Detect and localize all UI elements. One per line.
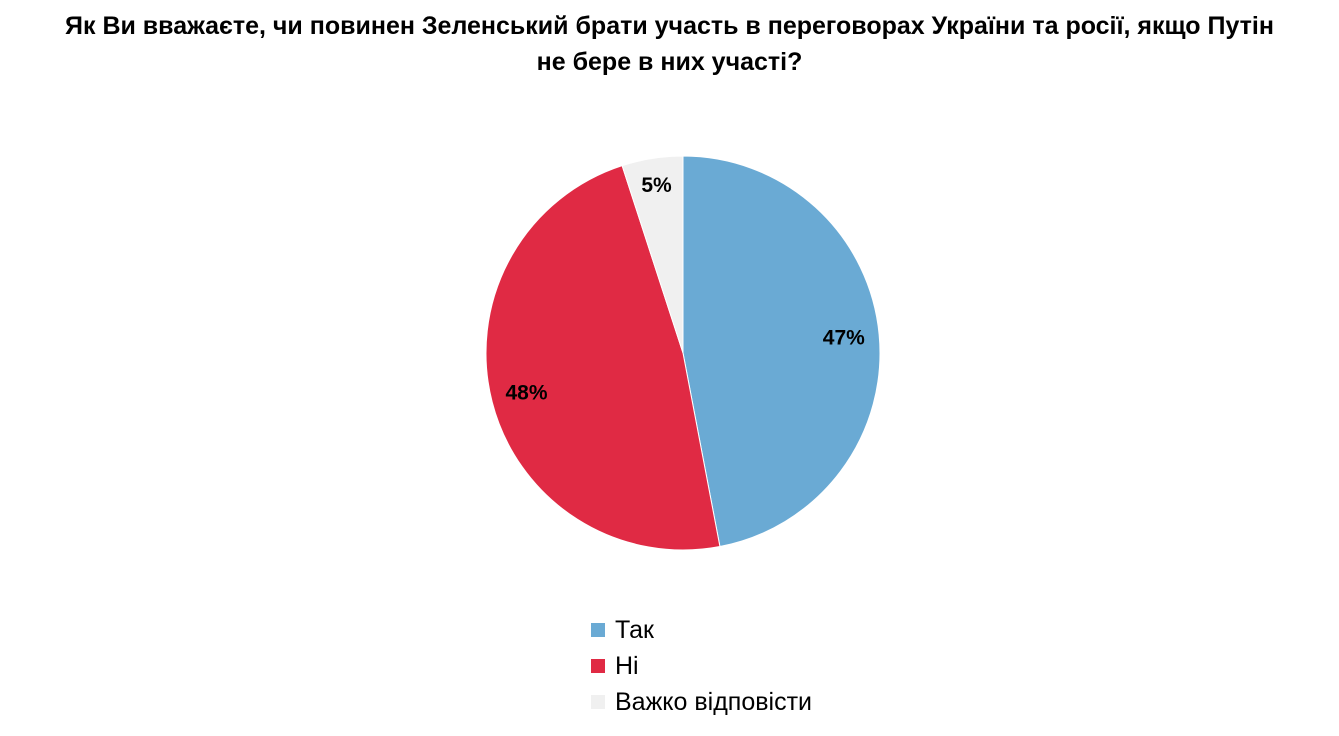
- legend-item-vazhko: Важко відповісти: [591, 684, 812, 720]
- pie-slice-vazhko: [621, 155, 684, 354]
- legend-label-ni: Ні: [615, 651, 639, 680]
- legend-swatch-ni: [591, 659, 605, 673]
- pie-label-vazhko: 5%: [641, 174, 672, 197]
- chart-title: Як Ви вважаєте, чи повинен Зеленський бр…: [0, 8, 1339, 80]
- legend-item-ni: Ні: [591, 648, 812, 684]
- chart-title-line-2: не бере в них участі?: [536, 48, 803, 76]
- pie-label-tak: 47%: [823, 326, 865, 349]
- pie-label-ni: 48%: [505, 382, 547, 405]
- pie-slice-tak: [682, 155, 881, 548]
- chart-title-line-1: Як Ви вважаєте, чи повинен Зеленський бр…: [65, 12, 1274, 40]
- pie-slice-ni: [485, 165, 721, 551]
- legend-item-tak: Так: [591, 612, 812, 648]
- pie-data-labels: 47% 48% 5%: [505, 174, 865, 405]
- legend-swatch-tak: [591, 623, 605, 637]
- legend-label-tak: Так: [615, 615, 654, 644]
- legend-swatch-vazhko: [591, 695, 605, 709]
- legend-label-vazhko: Важко відповісти: [615, 687, 812, 716]
- pie-slices: [485, 155, 881, 551]
- chart-legend: Так Ні Важко відповісти: [591, 612, 812, 720]
